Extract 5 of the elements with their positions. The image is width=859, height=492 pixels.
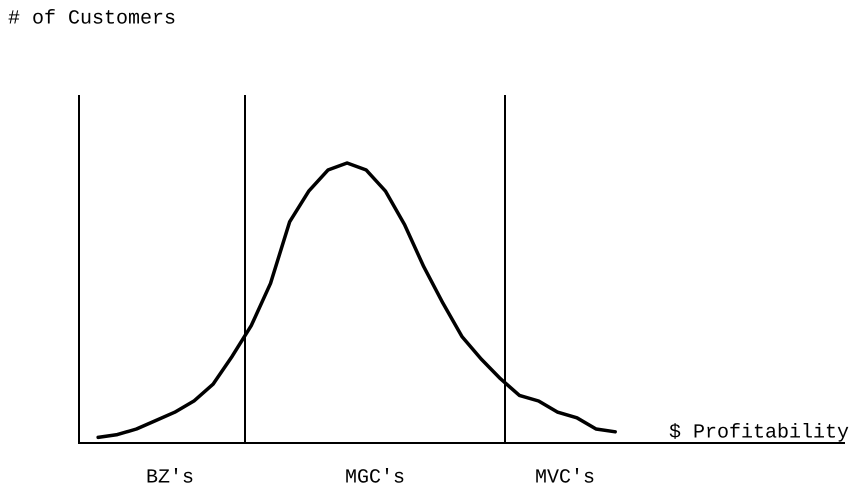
- text: MGC's: [344, 466, 406, 490]
- text: # of Customers: [8, 7, 176, 30]
- text: BZ's: [146, 466, 194, 490]
- x-axis-title: $ Profitability: [668, 421, 849, 444]
- text: MVC's: [534, 466, 596, 490]
